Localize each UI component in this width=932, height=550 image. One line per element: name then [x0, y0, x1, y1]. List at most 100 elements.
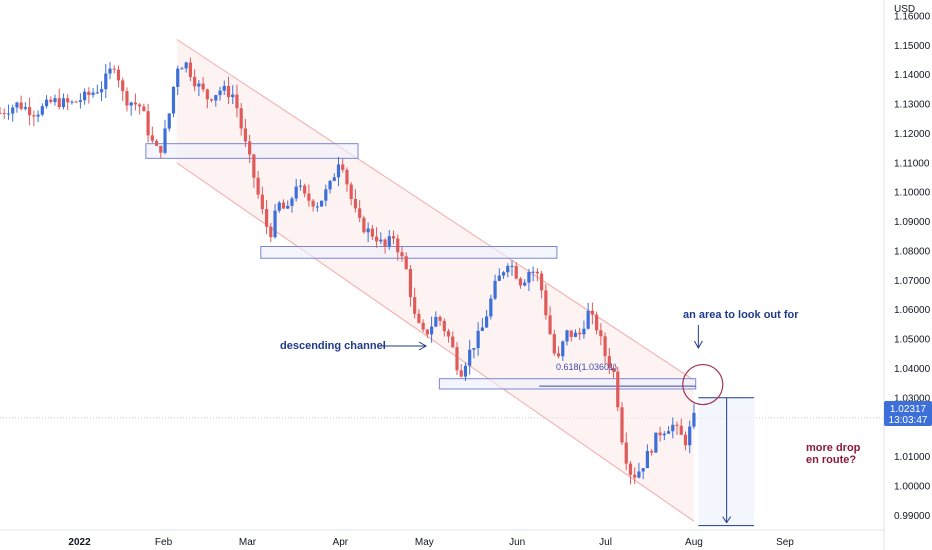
candle-body [675, 424, 679, 426]
last-price-badge [884, 401, 932, 426]
candle-body [315, 206, 319, 208]
candle-body [303, 185, 307, 194]
candle-body [298, 185, 303, 187]
candle-body [95, 92, 99, 94]
area-label: an area to look out for [683, 309, 799, 321]
y-tick-label: 1.00000 [894, 481, 931, 492]
candle-body [590, 310, 594, 315]
candle-body [387, 236, 391, 247]
x-tick-label: Jul [599, 537, 612, 548]
candle-body [425, 329, 429, 335]
candle-body [616, 371, 620, 408]
candle-body [624, 442, 628, 464]
fib-level-label: 0.618(1.03601) [556, 362, 617, 372]
candle-body [273, 210, 277, 238]
candle-body [438, 316, 442, 321]
candle-body [688, 426, 692, 446]
x-tick-label: Apr [333, 537, 349, 548]
candle-body [184, 62, 188, 69]
candle-body [641, 468, 645, 472]
candle-body [32, 115, 36, 117]
candle-body [269, 226, 273, 238]
candle-body [472, 348, 476, 350]
candle-body [370, 228, 374, 237]
y-tick-label: 1.03000 [894, 393, 931, 404]
price-axis[interactable]: 1.16000 1.15000 1.14000 1.13000 1.12000 1.110… [883, 0, 931, 550]
y-tick-label: 1.15000 [894, 41, 931, 52]
candle-body [565, 330, 569, 342]
candle-body [692, 412, 696, 427]
currency-label: USD [894, 4, 915, 15]
y-tick-label: 1.08000 [894, 246, 931, 257]
candle-body [362, 217, 366, 233]
candle-body [468, 349, 472, 366]
candle-body [214, 95, 218, 101]
plot-area [0, 38, 884, 527]
x-tick-label: Sep [776, 537, 794, 548]
candle-body [679, 425, 683, 435]
y-tick-label: 1.06000 [894, 305, 931, 316]
candle-body [201, 83, 205, 90]
candle-body [645, 451, 649, 469]
candle-body [573, 332, 578, 337]
candle-body [307, 193, 311, 201]
candle-body [413, 297, 417, 314]
y-tick-label: 1.01000 [894, 452, 931, 463]
candle-body [556, 353, 561, 357]
candle-body [485, 316, 489, 328]
candle-body [358, 208, 362, 218]
candle-body [497, 275, 501, 281]
candle-body [349, 184, 353, 199]
candle-body [332, 177, 336, 181]
candle-body [150, 135, 154, 141]
candle-body [417, 313, 421, 323]
candle-body [391, 236, 396, 239]
candle-body [231, 94, 235, 98]
candle-body [379, 239, 383, 242]
candle-body [324, 189, 328, 201]
candle-body [599, 330, 603, 337]
x-tick-label: Feb [155, 537, 173, 548]
candle-body [480, 327, 484, 331]
candle-body [235, 94, 239, 109]
time-axis[interactable]: 2022 Feb Mar Apr May Jun Jul Aug Sep [0, 529, 884, 548]
candle-body [294, 186, 298, 199]
candle-body [66, 98, 70, 103]
candle-body [595, 314, 599, 331]
candle-body [654, 432, 658, 453]
candle-body [78, 100, 82, 102]
candle-body [611, 368, 616, 372]
support-zone [438, 378, 697, 390]
y-tick-label: 1.04000 [894, 364, 931, 375]
candle-body [671, 424, 675, 432]
last-price-value: 1.02317 [890, 404, 927, 415]
candle-body [70, 101, 74, 103]
candle-body [2, 112, 6, 114]
candle-body [99, 89, 104, 93]
candle-body [44, 99, 49, 107]
candle-body [311, 200, 315, 207]
y-tick-label: 1.09000 [894, 217, 931, 228]
candle-body [28, 107, 32, 116]
candle-body [603, 336, 607, 357]
y-tick-label: 1.05000 [894, 335, 931, 346]
candle-body [180, 68, 184, 70]
candle-body [374, 236, 379, 242]
candle-body [112, 68, 116, 70]
candle-body [53, 98, 57, 103]
candle-body [226, 85, 231, 98]
candle-body [383, 239, 387, 247]
candle-body [15, 102, 19, 108]
candle-body [57, 98, 61, 108]
candle-body [442, 320, 446, 332]
y-tick-label: 1.07000 [894, 276, 931, 287]
candle-body [421, 322, 425, 330]
candle-body [125, 91, 129, 106]
candle-body [159, 145, 163, 153]
candle-body [408, 269, 413, 298]
candle-body [540, 273, 544, 291]
candle-body [138, 104, 142, 107]
candle-body [163, 128, 167, 153]
x-tick-label: Mar [239, 537, 257, 548]
